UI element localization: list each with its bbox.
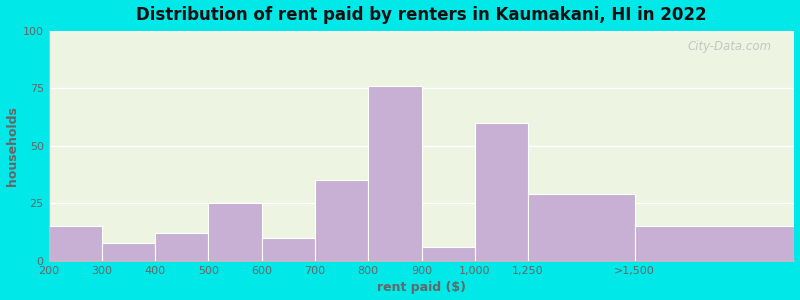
Bar	[528, 194, 634, 261]
Bar	[102, 243, 155, 261]
Bar	[262, 238, 315, 261]
Title: Distribution of rent paid by renters in Kaumakani, HI in 2022: Distribution of rent paid by renters in …	[136, 6, 707, 24]
Bar	[209, 203, 262, 261]
Bar	[474, 123, 528, 261]
Bar	[634, 226, 794, 261]
Bar	[49, 226, 102, 261]
Bar	[155, 233, 209, 261]
Bar	[368, 86, 422, 261]
Bar	[315, 180, 368, 261]
Bar	[422, 247, 474, 261]
Text: City-Data.com: City-Data.com	[688, 40, 772, 53]
X-axis label: rent paid ($): rent paid ($)	[377, 281, 466, 294]
Y-axis label: households: households	[6, 106, 18, 186]
